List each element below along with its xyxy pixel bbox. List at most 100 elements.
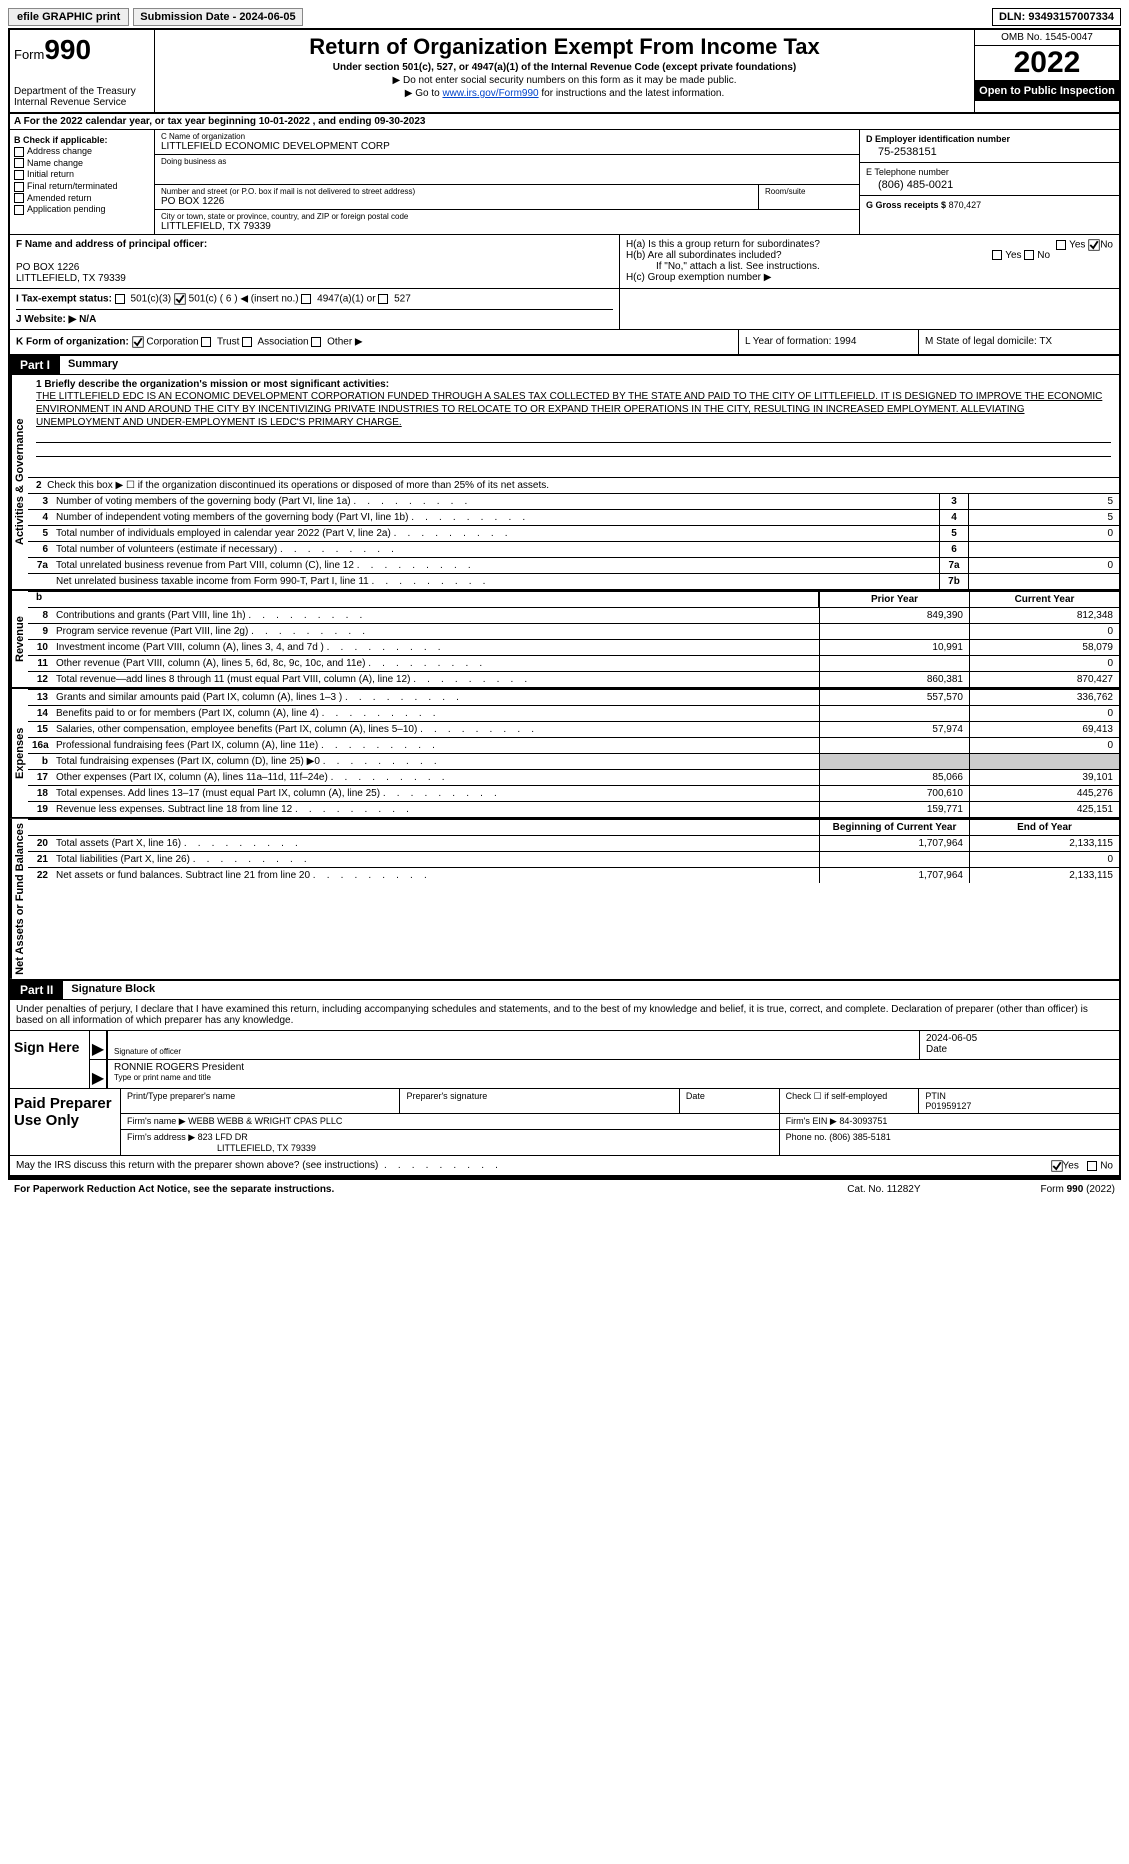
goto-pre: ▶ Go to — [405, 88, 443, 99]
current-year-val — [969, 754, 1119, 769]
data-row: 22 Net assets or fund balances. Subtract… — [28, 867, 1119, 883]
prior-year-header: Prior Year — [819, 592, 969, 607]
phone-label: E Telephone number — [866, 167, 1113, 177]
net-assets-content: Beginning of Current Year End of Year 20… — [28, 819, 1119, 979]
data-row: 19 Revenue less expenses. Subtract line … — [28, 801, 1119, 817]
row-num: 19 — [28, 802, 52, 817]
part2-header: Part II Signature Block — [10, 981, 1119, 1000]
prior-year-val: 159,771 — [819, 802, 969, 817]
chk-name-change[interactable]: Name change — [14, 158, 150, 169]
gross-value: 870,427 — [949, 200, 982, 210]
right-blank — [620, 289, 1119, 329]
col-b-checkboxes: B Check if applicable: Address change Na… — [10, 130, 155, 234]
row-desc: Total assets (Part X, line 16) — [52, 836, 819, 851]
row-num: 16a — [28, 738, 52, 753]
ha-label: H(a) Is this a group return for subordin… — [626, 239, 820, 250]
prior-year-val: 10,991 — [819, 640, 969, 655]
chk-amended-return[interactable]: Amended return — [14, 193, 150, 204]
street-row: Number and street (or P.O. box if mail i… — [155, 185, 859, 210]
side-expenses: Expenses — [10, 689, 28, 817]
form-title: Return of Organization Exempt From Incom… — [159, 34, 970, 60]
prior-year-val — [819, 754, 969, 769]
summary-row: 3 Number of voting members of the govern… — [28, 493, 1119, 509]
prior-year-val: 1,707,964 — [819, 836, 969, 851]
data-row: 8 Contributions and grants (Part VIII, l… — [28, 607, 1119, 623]
rev-col-headers: b Prior Year Current Year — [28, 591, 1119, 607]
hb-yes-chk[interactable] — [992, 250, 1002, 260]
row-num: 20 — [28, 836, 52, 851]
current-year-val: 69,413 — [969, 722, 1119, 737]
check-icon — [132, 336, 144, 348]
data-row: 10 Investment income (Part VIII, column … — [28, 639, 1119, 655]
hb-no-chk[interactable] — [1024, 250, 1034, 260]
row-num: b — [28, 754, 52, 769]
tax-year: 2022 — [975, 46, 1119, 81]
row-desc: Other expenses (Part IX, column (A), lin… — [52, 770, 819, 785]
chk-initial-return[interactable]: Initial return — [14, 169, 150, 180]
current-year-val: 0 — [969, 624, 1119, 639]
firm-phone-cell: Phone no. (806) 385-5181 — [780, 1130, 1119, 1155]
row-num: 3 — [28, 494, 52, 509]
form-word: Form — [14, 47, 44, 62]
chk-address-change[interactable]: Address change — [14, 146, 150, 157]
org-name-cell: C Name of organization LITTLEFIELD ECONO… — [155, 130, 859, 155]
data-row: 18 Total expenses. Add lines 13–17 (must… — [28, 785, 1119, 801]
arrow-icon: ▶ — [90, 1060, 106, 1088]
org-name: LITTLEFIELD ECONOMIC DEVELOPMENT CORP — [161, 141, 853, 152]
501c3-chk[interactable] — [115, 294, 125, 304]
current-year-val: 336,762 — [969, 690, 1119, 705]
chk-final-return[interactable]: Final return/terminated — [14, 181, 150, 192]
discuss-row: May the IRS discuss this return with the… — [10, 1156, 1119, 1177]
discuss-yes-no: Yes No — [1051, 1160, 1113, 1172]
summary-row: 4 Number of independent voting members o… — [28, 509, 1119, 525]
irs-link[interactable]: www.irs.gov/Form990 — [442, 88, 538, 99]
officer-sig-label: Signature of officer — [114, 1047, 913, 1056]
current-year-val: 58,079 — [969, 640, 1119, 655]
paid-preparer-label: Paid Preparer Use Only — [10, 1089, 120, 1155]
ha-yes-no: Yes No — [1056, 239, 1113, 251]
expenses-section: Expenses 13 Grants and similar amounts p… — [10, 689, 1119, 819]
527-chk[interactable] — [378, 294, 388, 304]
footer-left: For Paperwork Reduction Act Notice, see … — [14, 1184, 847, 1195]
sig-officer-row: ▶ Signature of officer 2024-06-05 Date — [90, 1031, 1119, 1060]
tax-exempt-label: I Tax-exempt status: — [16, 294, 112, 305]
other-chk[interactable] — [311, 337, 321, 347]
trust-chk[interactable] — [201, 337, 211, 347]
hb-row: H(b) Are all subordinates included? Yes … — [626, 250, 1113, 261]
row-box: 7a — [939, 558, 969, 573]
chk-app-pending[interactable]: Application pending — [14, 204, 150, 215]
row-desc: Grants and similar amounts paid (Part IX… — [52, 690, 819, 705]
ha-row: H(a) Is this a group return for subordin… — [626, 239, 1113, 250]
efile-print-button[interactable]: efile GRAPHIC print — [8, 8, 129, 26]
k-label: K Form of organization: — [16, 337, 129, 348]
prep-sig-cell: Preparer's signature — [400, 1089, 679, 1113]
prior-year-val — [819, 738, 969, 753]
data-row: 16a Professional fundraising fees (Part … — [28, 737, 1119, 753]
row-i-j: I Tax-exempt status: 501(c)(3) 501(c) ( … — [10, 289, 1119, 330]
row-num: 12 — [28, 672, 52, 687]
4947-chk[interactable] — [301, 294, 311, 304]
firm-addr-cell: Firm's address ▶ 823 LFD DR LITTLEFIELD,… — [121, 1130, 780, 1155]
phone-value: (806) 485-0021 — [866, 179, 1113, 191]
sig-intro: Under penalties of perjury, I declare th… — [10, 1000, 1119, 1031]
assoc-chk[interactable] — [242, 337, 252, 347]
col-b-title: B Check if applicable: — [14, 135, 150, 145]
row-num: 15 — [28, 722, 52, 737]
data-row: 12 Total revenue—add lines 8 through 11 … — [28, 671, 1119, 687]
row-desc: Net assets or fund balances. Subtract li… — [52, 868, 819, 883]
current-year-val: 812,348 — [969, 608, 1119, 623]
row-desc: Total unrelated business revenue from Pa… — [52, 558, 939, 573]
current-year-val: 39,101 — [969, 770, 1119, 785]
discuss-no-chk[interactable] — [1087, 1161, 1097, 1171]
summary-row: 5 Total number of individuals employed i… — [28, 525, 1119, 541]
officer-sig-field[interactable]: Signature of officer — [106, 1031, 919, 1059]
row-num: 5 — [28, 526, 52, 541]
ein-label: D Employer identification number — [866, 134, 1113, 144]
footer-right: Form 990 (2022) — [1041, 1184, 1116, 1195]
year-formation: L Year of formation: 1994 — [739, 330, 919, 354]
revenue-section: Revenue b Prior Year Current Year 8 Cont… — [10, 591, 1119, 689]
summary-row: Net unrelated business taxable income fr… — [28, 573, 1119, 589]
gross-cell: G Gross receipts $ 870,427 — [860, 196, 1119, 214]
firm-ein-cell: Firm's EIN ▶ 84-3093751 — [780, 1114, 1119, 1129]
ha-yes-chk[interactable] — [1056, 240, 1066, 250]
